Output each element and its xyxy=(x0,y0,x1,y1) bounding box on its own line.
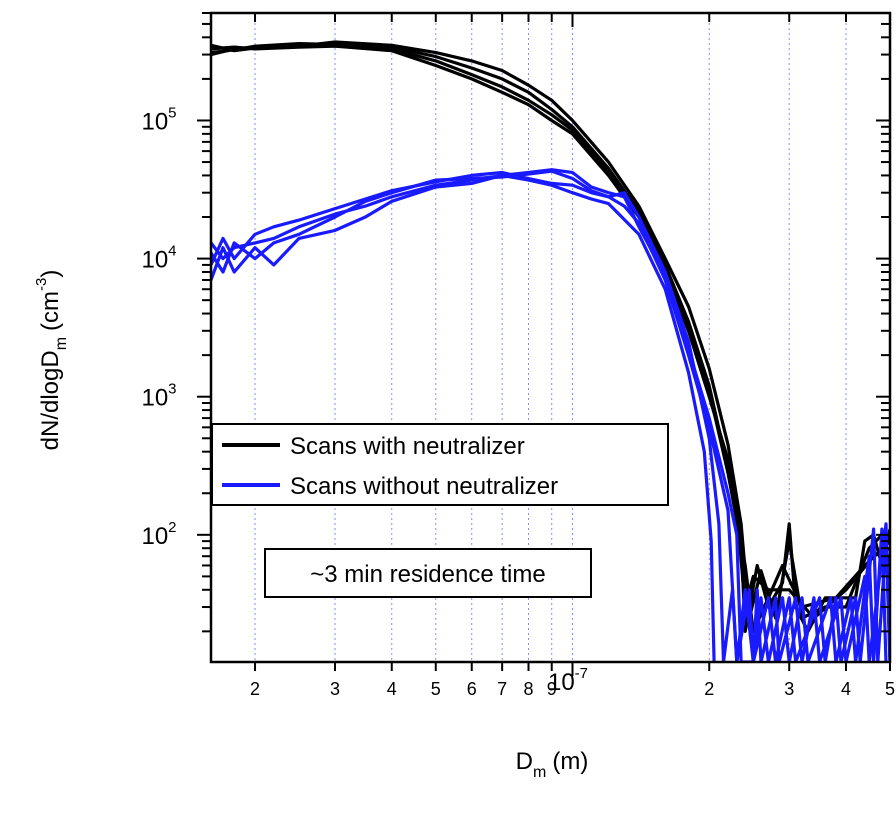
x-axis-title-main: D xyxy=(516,748,533,775)
y-axis-title-sub: m xyxy=(53,337,70,350)
y-tick-label: 104 xyxy=(141,243,176,274)
x-decade-label: 10-7 xyxy=(548,665,588,696)
annotation: ~3 min residence time xyxy=(264,548,592,598)
legend-label-without-neutralizer: Scans without neutralizer xyxy=(290,473,558,500)
x-tick-label: 7 xyxy=(497,679,507,699)
series-without-neutralizer-7 xyxy=(211,168,890,662)
x-axis-title-sub: m xyxy=(533,764,546,781)
x-tick-label: 3 xyxy=(784,679,794,699)
x-tick-label: 4 xyxy=(387,679,397,699)
annotation-text: ~3 min residence time xyxy=(310,561,545,588)
x-decade-base: 10 xyxy=(548,669,575,696)
axis-ticks: 2 3 4 5 6 7 8 9 2 3 4 5 102 103 104 105 xyxy=(141,12,895,699)
x-tick-label: 4 xyxy=(841,679,851,699)
x-tick-label: 2 xyxy=(250,679,260,699)
annotation-box xyxy=(264,548,592,598)
x-tick-label: 6 xyxy=(467,679,477,699)
x-tick-label: 2 xyxy=(704,679,714,699)
x-tick-label: 5 xyxy=(885,679,895,699)
x-axis-title: Dm (m) xyxy=(516,748,589,781)
x-axis-title-unit: (m) xyxy=(552,748,588,775)
x-tick-label: 5 xyxy=(431,679,441,699)
y-axis-title-unit: (cm xyxy=(37,291,64,331)
plot-frame xyxy=(209,11,892,664)
y-tick-label: 102 xyxy=(141,519,176,550)
series-group xyxy=(211,40,890,662)
x-tick-label: 3 xyxy=(330,679,340,699)
legend-box xyxy=(211,423,669,506)
x-tick-label: 8 xyxy=(523,679,533,699)
plot-series xyxy=(211,40,890,662)
x-tick-label: 9 xyxy=(547,679,557,699)
y-axis-title-unit-close: ) xyxy=(37,270,64,278)
legend-label-with-neutralizer: Scans with neutralizer xyxy=(290,433,525,460)
y-axis-title: dN/dlogDm (cm-3) xyxy=(33,270,70,451)
legend: Scans with neutralizer Scans without neu… xyxy=(211,423,669,506)
y-tick-label: 105 xyxy=(141,104,176,135)
y-tick-label: 103 xyxy=(141,381,176,412)
y-axis-title-main: dN/dlogD xyxy=(37,350,64,450)
y-axis-title-unit-exp: -3 xyxy=(33,278,50,291)
x-decade-exponent: -7 xyxy=(575,665,588,682)
